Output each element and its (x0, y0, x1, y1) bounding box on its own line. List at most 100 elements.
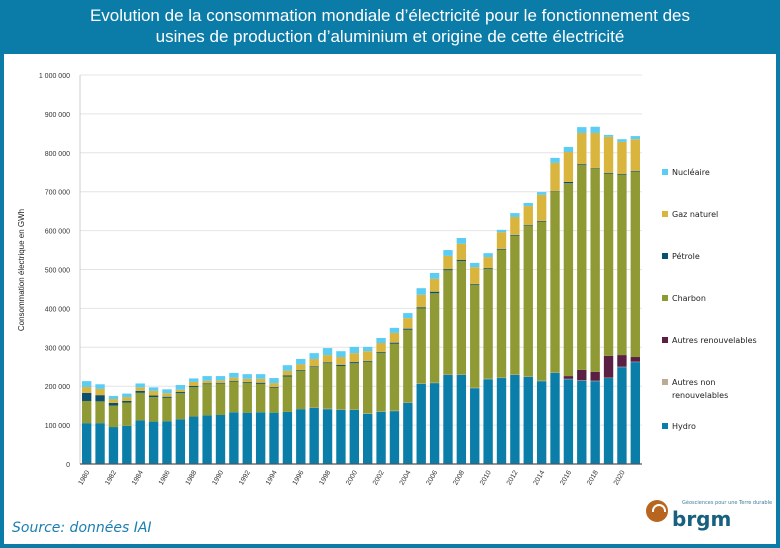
bar-segment-gaz-naturel-2002 (376, 343, 386, 352)
bar-segment-hydro-2012 (510, 374, 520, 464)
y-tick-label: 0 (66, 462, 70, 469)
bar-segment-gaz-naturel-2006 (429, 278, 440, 292)
bar-segment-hydro-2019 (603, 378, 614, 464)
bar-segment-p-trole-1999 (336, 364, 346, 366)
bar-segment-charbon-1991 (229, 381, 239, 413)
bar-segment-charbon-1986 (162, 397, 172, 422)
bar-segment-gaz-naturel-1990 (215, 380, 226, 384)
bar-segment-p-trole-2011 (496, 248, 507, 250)
bar-segment-p-trole-2010 (483, 267, 493, 269)
bar-segment-gaz-naturel-1994 (269, 383, 279, 387)
bar-segment-gaz-naturel-2016 (563, 152, 574, 182)
y-axis-title: Consommation électrique en GWh (17, 209, 26, 331)
bar-segment-nucl-aire-2015 (550, 157, 560, 163)
bar-segment-hydro-1990 (215, 414, 226, 464)
bar-segment-p-trole-1993 (255, 382, 266, 384)
bar-segment-hydro-2007 (443, 374, 453, 464)
bar-segment-gaz-naturel-2017 (577, 132, 587, 165)
legend-label: Nucléaire (672, 168, 710, 177)
bar-segment-p-trole-1990 (215, 383, 226, 384)
bar-segment-p-trole-1991 (229, 380, 239, 382)
legend-label: Autres non renouvelables (672, 378, 729, 400)
bar-segment-gaz-naturel-2003 (389, 332, 400, 343)
bar-segment-p-trole-2016 (563, 181, 574, 184)
bar-segment-p-trole-2014 (536, 220, 547, 222)
legend-swatch (662, 295, 668, 301)
bar-segment-gaz-naturel-1983 (122, 397, 132, 401)
bar-segment-hydro-2021 (630, 362, 640, 464)
bar-segment-gaz-naturel-2004 (403, 318, 413, 329)
bar-segment-charbon-2020 (617, 174, 627, 356)
bar-segment-gaz-naturel-2019 (603, 136, 614, 174)
bar-segment-gaz-naturel-2013 (523, 206, 533, 226)
bar-segment-hydro-2006 (429, 383, 440, 464)
y-tick-label: 700 000 (45, 190, 70, 197)
bar-segment-autres-renouvelables-2019 (603, 355, 614, 378)
bar-segment-nucl-aire-1984 (135, 383, 145, 388)
bar-segment-hydro-1992 (242, 412, 252, 464)
bar-segment-p-trole-1985 (148, 395, 159, 398)
bar-segment-gaz-naturel-2015 (550, 162, 560, 191)
bar-segment-hydro-2000 (349, 409, 359, 464)
bar-segment-hydro-2014 (536, 381, 547, 464)
bar-segment-charbon-2002 (376, 352, 386, 412)
bar-segment-charbon-1990 (215, 383, 226, 415)
x-tick-label: 1980 (78, 469, 92, 486)
bar-segment-hydro-2010 (483, 379, 493, 464)
bar-segment-charbon-2006 (429, 293, 440, 383)
bar-segment-nucl-aire-1996 (296, 358, 306, 365)
x-tick-label: 1994 (265, 469, 279, 486)
legend-label: Autres renouvelables (672, 336, 757, 345)
bar-segment-gaz-naturel-1989 (202, 380, 212, 384)
bar-segment-p-trole-2007 (443, 269, 453, 271)
bar-segment-gaz-naturel-2007 (443, 255, 453, 270)
bar-segment-nucl-aire-1983 (122, 393, 132, 398)
bar-segment-gaz-naturel-2014 (536, 194, 547, 221)
bar-segment-nucl-aire-1997 (309, 353, 319, 359)
x-tick-label: 1984 (131, 469, 145, 486)
bar-segment-nucl-aire-2012 (510, 213, 520, 217)
bar-segment-hydro-2020 (617, 367, 627, 464)
y-tick-label: 900 000 (45, 112, 70, 119)
bar-segment-p-trole-2004 (403, 328, 413, 330)
bar-segment-nucl-aire-1985 (148, 387, 159, 391)
bar-segment-nucl-aire-2004 (403, 313, 413, 319)
bar-segment-p-trole-1983 (122, 400, 132, 403)
x-tick-label: 1990 (211, 469, 225, 486)
logo-tagline: Géosciences pour une Terre durable (682, 500, 773, 506)
legend-label: Gaz naturel (672, 210, 719, 219)
bar-segment-nucl-aire-1994 (269, 378, 279, 384)
bar-segment-gaz-naturel-2000 (349, 353, 359, 363)
legend-item-hydro: Hydro (662, 420, 696, 433)
bar-segment-autres-renouvelables-2020 (617, 355, 627, 367)
bar-segment-charbon-2013 (523, 225, 533, 377)
x-tick-label: 2002 (372, 469, 386, 486)
x-tick-label: 1986 (158, 469, 172, 486)
bar-segment-charbon-2018 (590, 168, 600, 372)
bar-segment-charbon-2021 (630, 171, 640, 358)
legend-item-charbon: Charbon (662, 292, 706, 305)
bar-segment-nucl-aire-2014 (536, 192, 547, 195)
bar-segment-charbon-2011 (496, 249, 507, 378)
bar-segment-charbon-2000 (349, 363, 359, 410)
bar-segment-autres-renouvelables-2018 (590, 371, 600, 381)
bar-segment-p-trole-1997 (309, 366, 319, 368)
chart-title-line-1: Evolution de la consommation mondiale d’… (89, 6, 691, 25)
bar-segment-nucl-aire-2017 (577, 127, 587, 133)
bar-segment-hydro-1994 (269, 412, 279, 464)
bar-segment-hydro-1997 (309, 407, 319, 464)
bar-segment-p-trole-2012 (510, 234, 520, 236)
bar-segment-charbon-2017 (577, 164, 587, 370)
bar-segment-p-trole-2003 (389, 342, 400, 344)
legend-label: Hydro (672, 422, 696, 431)
bar-segment-nucl-aire-1981 (95, 384, 105, 389)
bar-segment-hydro-1998 (322, 409, 333, 464)
source-note: Source: données IAI (12, 520, 152, 536)
y-tick-label: 800 000 (45, 151, 70, 158)
bar-segment-p-trole-1988 (189, 385, 199, 387)
bar-segment-p-trole-2017 (577, 164, 587, 165)
x-tick-label: 2014 (533, 469, 547, 486)
legend-label: Pétrole (672, 252, 700, 261)
bar-segment-autres-renouvelables-2017 (577, 369, 587, 381)
